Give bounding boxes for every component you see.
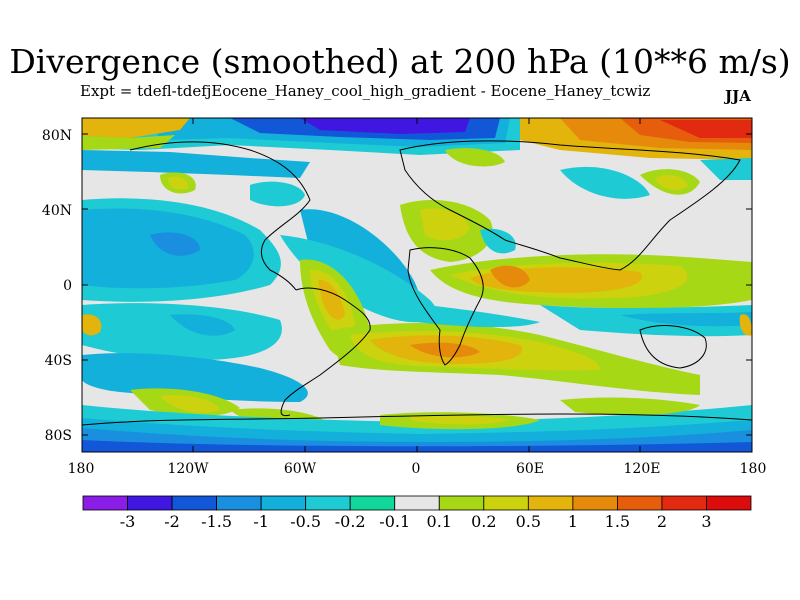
lat-label-80n: 80N <box>41 128 72 144</box>
colorbar-swatch <box>82 495 128 511</box>
lon-label-120w: 120W <box>167 461 209 477</box>
eurasia-negative-spot <box>480 228 516 254</box>
colorbar-label: -1.5 <box>201 512 233 531</box>
lon-label-180e: 180 <box>739 461 767 477</box>
colorbar-label: -3 <box>119 512 136 531</box>
colorbar-swatch <box>572 495 618 511</box>
nh-blob-e-core <box>655 175 688 191</box>
ne-positive-max <box>660 120 752 138</box>
lat-label-80s: 80S <box>44 428 72 444</box>
colorbar-label: -0.2 <box>334 512 366 531</box>
south-atlantic-negative <box>380 300 540 328</box>
lat-label-40s: 40S <box>44 353 72 369</box>
atlantic-negative <box>280 235 437 323</box>
nh-blob-f <box>700 158 752 180</box>
colorbar-label: 1.5 <box>604 512 631 531</box>
africa-outline <box>407 247 484 366</box>
west-edge-positive <box>82 314 102 336</box>
colorbar-label: 1 <box>567 512 578 531</box>
lon-label-60w: 60W <box>283 461 317 477</box>
arctic-west-positive <box>82 118 190 138</box>
axis-ticks <box>81 118 753 452</box>
south-positive-patch-core <box>410 415 510 425</box>
lon-label-180w: 180 <box>67 461 95 477</box>
colorbar-swatch <box>349 495 396 511</box>
lat-label-40n: 40N <box>41 203 72 219</box>
experiment-subtitle: Expt = tdefl-tdefjEocene_Haney_cool_high… <box>80 82 651 100</box>
colorbar-swatch <box>305 495 351 511</box>
colorbar-swatch <box>661 495 707 511</box>
indian-negative-core <box>620 312 752 327</box>
lon-label-120e: 120E <box>623 461 661 477</box>
lat-label-eq: 0 <box>63 278 72 294</box>
colorbar-label: 2 <box>656 512 668 531</box>
australia-outline <box>639 325 707 369</box>
colorbar-label: -0.1 <box>379 512 411 531</box>
arctic-peak-negative <box>300 118 470 134</box>
colorbar <box>82 495 752 511</box>
south-atlantic-positive-peak <box>410 342 480 358</box>
npac-negative-band <box>82 150 310 178</box>
colorbar-swatch <box>706 495 752 511</box>
americas-positive-peak <box>318 279 345 320</box>
nh-blob-c <box>445 148 505 167</box>
nh-blob-a <box>250 181 305 207</box>
colorbar-swatch <box>260 495 307 511</box>
east-edge-positive <box>739 314 752 336</box>
south-polar-peak <box>82 440 752 452</box>
colorbar-swatch <box>127 495 173 511</box>
coastline-outlines <box>81 140 753 426</box>
eurasia-outline <box>399 140 741 271</box>
colorbar-swatch <box>171 495 217 511</box>
sh-west-positive-core <box>160 395 220 413</box>
lon-label-60e: 60E <box>515 461 545 477</box>
season-label: JJA <box>725 87 751 105</box>
southeast-positive <box>560 397 700 416</box>
colorbar-swatch <box>216 495 262 511</box>
colorbar-label: 3 <box>701 512 712 531</box>
sh-pacific-negative-core <box>170 314 235 336</box>
colorbar-swatch <box>617 495 663 511</box>
eurasia-positive-core <box>420 208 470 241</box>
colorbar-label: -1 <box>253 512 269 531</box>
colorbar-label: 0.5 <box>515 512 542 531</box>
sh-pacific-negative <box>82 303 282 360</box>
colorbar-label: -2 <box>164 512 180 531</box>
colorbar-swatch <box>527 495 574 511</box>
antarctica-outline <box>81 413 753 426</box>
colorbar-label: 0.1 <box>426 512 452 531</box>
plot-title: Divergence (smoothed) at 200 hPa (10**6 … <box>9 42 791 81</box>
colorbar-swatch <box>438 495 485 511</box>
arctic-west-positive-light <box>82 135 175 150</box>
south-america-outline <box>280 287 371 417</box>
north-america-outline <box>129 141 311 291</box>
lon-label-0: 0 <box>411 461 421 477</box>
colorbar-label: 0.2 <box>471 512 497 531</box>
nh-blob-b-core <box>168 176 189 190</box>
colorbar-swatch <box>483 495 529 511</box>
pacific-negative-peak <box>150 232 200 256</box>
nh-blob-d <box>560 166 650 199</box>
divergence-field <box>82 118 752 452</box>
colorbar-label: -0.5 <box>290 512 322 531</box>
africa-positive-peak <box>490 265 530 288</box>
colorbar-swatch <box>394 495 440 511</box>
